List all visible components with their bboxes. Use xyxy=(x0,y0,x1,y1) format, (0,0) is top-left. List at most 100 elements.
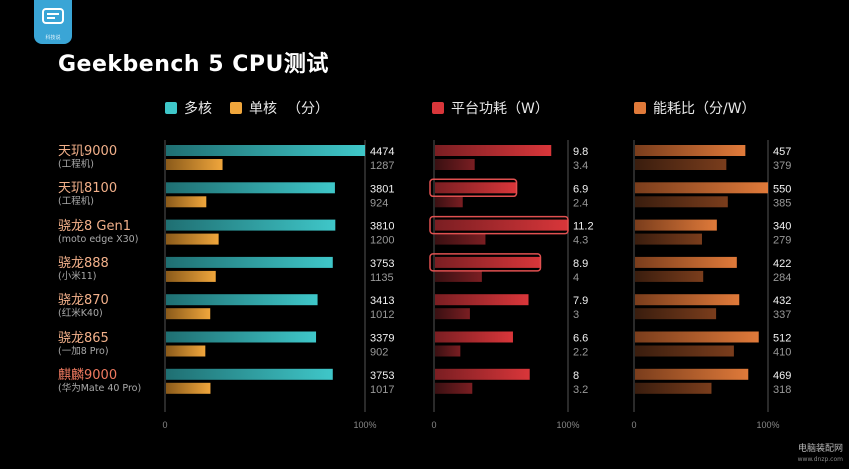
device-name: 骁龙8 Gen1 xyxy=(58,218,131,234)
device-subtitle: (红米K40) xyxy=(58,308,103,320)
legend-power-label: 平台功耗（W） xyxy=(451,101,549,117)
highlight-box xyxy=(429,215,569,235)
bar-multi xyxy=(166,145,365,156)
bar-single xyxy=(166,196,207,208)
bar-efficiency xyxy=(635,294,740,306)
legend-eff-item: 能耗比（分/W） xyxy=(634,98,756,118)
device-name: 骁龙888 xyxy=(58,255,109,271)
bar-efficiency xyxy=(635,308,717,320)
bar-single xyxy=(166,270,216,282)
data-label: 318 xyxy=(773,384,791,396)
device-label: 骁龙870 (红米K40) xyxy=(58,293,168,320)
data-label: 432 xyxy=(773,295,791,307)
data-label: 4.3 xyxy=(573,235,588,247)
bar-efficiency xyxy=(635,382,712,394)
device-label: 骁龙865 (一加8 Pro) xyxy=(58,331,168,358)
data-label: 2.4 xyxy=(573,197,588,209)
bar-power xyxy=(435,219,568,231)
data-label: 3413 xyxy=(370,295,394,307)
legend-single-swatch xyxy=(230,102,242,114)
data-label: 3.4 xyxy=(573,160,588,172)
legend-single-label: 单核 xyxy=(249,101,277,117)
data-label: 385 xyxy=(773,197,791,209)
bar-multi xyxy=(166,331,317,343)
bar-multi xyxy=(166,294,318,306)
data-label: 6.9 xyxy=(573,183,588,195)
data-label: 279 xyxy=(773,235,791,247)
data-label: 3.2 xyxy=(573,384,588,396)
bar-efficiency xyxy=(635,233,702,245)
data-label: 512 xyxy=(773,333,791,345)
data-label: 1135 xyxy=(370,272,394,284)
bar-single xyxy=(166,159,223,170)
bar-multi xyxy=(166,182,335,194)
data-label: 4474 xyxy=(370,146,394,158)
bar-power xyxy=(435,294,529,306)
tick-label: 100% xyxy=(556,420,579,430)
tick-label: 0 xyxy=(431,420,436,430)
data-label: 3 xyxy=(573,309,579,321)
bar-multi xyxy=(166,368,333,380)
bar-power xyxy=(435,270,482,282)
bar-efficiency xyxy=(635,196,728,208)
bar-power xyxy=(435,368,530,380)
data-label: 469 xyxy=(773,370,791,382)
bar-single xyxy=(166,382,211,394)
watermark: 电脑装配网 www.dnzp.com xyxy=(798,444,843,465)
logo-icon: 科技说 xyxy=(34,0,72,44)
legend-multi-label: 多核 xyxy=(184,101,212,117)
bar-multi xyxy=(166,256,333,268)
bar-power xyxy=(435,308,470,320)
data-label: 3379 xyxy=(370,333,394,345)
data-label: 7.9 xyxy=(573,295,588,307)
data-label: 3810 xyxy=(370,221,394,233)
legend-multi: 多核 xyxy=(165,98,212,118)
device-subtitle: (moto edge X30) xyxy=(58,233,139,245)
data-label: 8.9 xyxy=(573,258,588,270)
data-label: 340 xyxy=(773,221,791,233)
bar-power xyxy=(435,159,475,170)
legend-power-item: 平台功耗（W） xyxy=(432,98,549,118)
device-subtitle: (工程机) xyxy=(58,196,94,208)
device-subtitle: (小米11) xyxy=(58,270,97,282)
data-label: 8 xyxy=(573,370,579,382)
bar-power xyxy=(435,256,541,268)
watermark-sub: www.dnzp.com xyxy=(797,456,843,463)
device-label: 骁龙8 Gen1 (moto edge X30) xyxy=(58,219,168,246)
bar-power xyxy=(435,182,517,194)
bar-power xyxy=(435,345,461,357)
device-subtitle: (华为Mate 40 Pro) xyxy=(58,382,142,394)
data-label: 1287 xyxy=(370,160,394,172)
tick-label: 0 xyxy=(631,420,636,430)
bar-efficiency xyxy=(635,159,727,170)
legend-multi-swatch xyxy=(165,102,177,114)
data-label: 4 xyxy=(573,272,579,284)
device-subtitle: (工程机) xyxy=(58,159,94,170)
data-label: 1012 xyxy=(370,309,394,321)
data-label: 457 xyxy=(773,146,791,158)
data-label: 9.8 xyxy=(573,146,588,158)
device-label: 天玑9000 (工程机) xyxy=(58,144,168,171)
bar-multi xyxy=(166,219,336,231)
bar-single xyxy=(166,345,206,357)
data-label: 337 xyxy=(773,309,791,321)
data-label: 6.6 xyxy=(573,333,588,345)
data-label: 902 xyxy=(370,347,388,359)
device-name: 骁龙865 xyxy=(58,330,109,346)
data-label: 422 xyxy=(773,258,791,270)
bar-efficiency xyxy=(635,331,759,343)
device-name: 骁龙870 xyxy=(58,293,109,309)
legend-eff-swatch xyxy=(634,102,646,114)
tick-label: 100% xyxy=(353,420,376,430)
data-label: 1200 xyxy=(370,235,394,247)
bar-power xyxy=(435,196,463,208)
legend-power: 平台功耗（W） xyxy=(432,98,567,118)
device-label: 天玑8100 (工程机) xyxy=(58,181,168,208)
bar-efficiency xyxy=(635,368,749,380)
bar-power xyxy=(435,233,486,245)
data-label: 3753 xyxy=(370,370,394,382)
legend-eff-label: 能耗比（分/W） xyxy=(653,101,756,117)
data-label: 379 xyxy=(773,160,791,172)
bar-single xyxy=(166,233,219,245)
